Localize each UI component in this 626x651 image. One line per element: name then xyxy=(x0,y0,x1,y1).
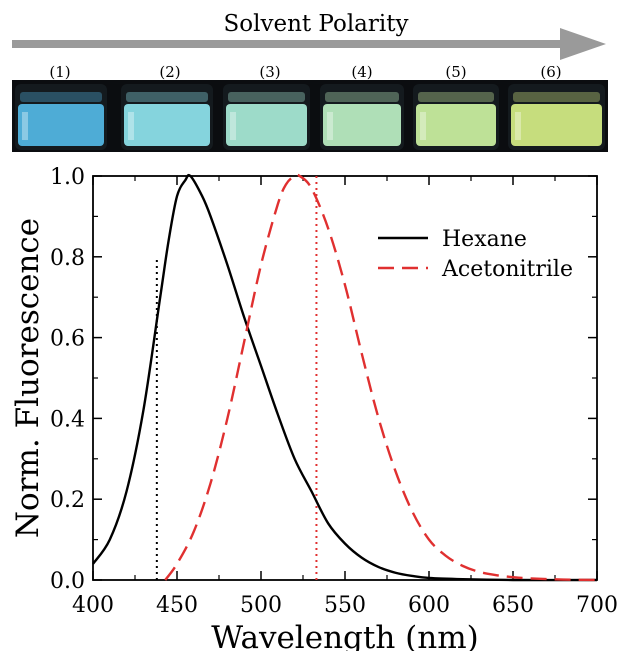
y-tick-label: 0.2 xyxy=(50,488,85,513)
vial-highlight xyxy=(420,112,426,140)
y-tick-label: 0.4 xyxy=(50,407,85,432)
vial-reflection xyxy=(325,92,399,102)
vial-label-1: (1) xyxy=(49,63,70,81)
polarity-arrow-shaft xyxy=(12,40,570,48)
vial-highlight xyxy=(515,112,521,140)
polarity-banner: Solvent Polarity xyxy=(12,11,606,60)
y-axis-ticks: 0.0 0.2 0.4 0.6 0.8 1.0 xyxy=(50,165,597,594)
legend-label-hexane: Hexane xyxy=(442,227,527,252)
vial-liquid xyxy=(226,104,307,146)
vial-2 xyxy=(121,84,213,150)
vial-6 xyxy=(508,84,605,150)
vial-label-6: (6) xyxy=(540,63,561,81)
vial-strip xyxy=(15,84,605,150)
vial-1 xyxy=(15,84,107,150)
vial-highlight xyxy=(22,112,28,140)
legend: Hexane Acetonitrile xyxy=(378,227,573,282)
vial-liquid xyxy=(416,104,496,146)
vial-liquid xyxy=(18,104,104,146)
x-axis-label: Wavelength (nm) xyxy=(211,620,478,651)
y-tick-label: 0.6 xyxy=(50,327,85,352)
polarity-arrow-head xyxy=(560,28,606,60)
x-tick-label: 700 xyxy=(576,593,618,618)
y-axis-label: Norm. Fluorescence xyxy=(10,218,46,538)
x-tick-label: 550 xyxy=(324,593,366,618)
vial-highlight xyxy=(327,112,333,140)
y-tick-label: 0.8 xyxy=(50,246,85,271)
vial-reflection xyxy=(228,92,305,102)
vial-liquid xyxy=(124,104,210,146)
x-axis-ticks: 400 450 500 550 600 650 700 xyxy=(72,176,618,618)
x-tick-label: 400 xyxy=(72,593,114,618)
vial-reflection xyxy=(513,92,600,102)
legend-label-acetonitrile: Acetonitrile xyxy=(441,257,573,282)
peak-markers xyxy=(155,176,318,580)
vial-highlight xyxy=(230,112,236,140)
vial-5 xyxy=(413,84,499,150)
vial-liquid xyxy=(511,104,602,146)
series-line-hexane xyxy=(92,173,598,582)
vial-reflection xyxy=(418,92,494,102)
vial-label-5: (5) xyxy=(445,63,466,81)
vial-4 xyxy=(320,84,404,150)
series-line-acetonitrile xyxy=(164,173,598,582)
y-tick-label: 0.0 xyxy=(50,569,85,594)
vial-label-4: (4) xyxy=(351,63,372,81)
x-tick-label: 650 xyxy=(492,593,534,618)
vial-liquid xyxy=(323,104,401,146)
x-tick-label: 600 xyxy=(408,593,450,618)
vial-reflection xyxy=(20,92,102,102)
vial-labels: (1) (2) (3) (4) (5) (6) xyxy=(49,63,561,81)
y-tick-label: 1.0 xyxy=(50,165,85,190)
vial-label-3: (3) xyxy=(259,63,280,81)
vial-highlight xyxy=(128,112,134,140)
vial-photo: (1) (2) (3) (4) (5) (6) xyxy=(12,63,608,152)
polarity-label: Solvent Polarity xyxy=(224,11,409,37)
vial-3 xyxy=(223,84,310,150)
series-layer xyxy=(92,173,598,582)
vial-label-2: (2) xyxy=(159,63,180,81)
vial-reflection xyxy=(126,92,208,102)
fluorescence-chart: 400 450 500 550 600 650 700 0.0 0.2 0.4 0.6 0.8 1.0… xyxy=(10,165,618,651)
x-tick-label: 500 xyxy=(240,593,282,618)
x-tick-label: 450 xyxy=(156,593,198,618)
